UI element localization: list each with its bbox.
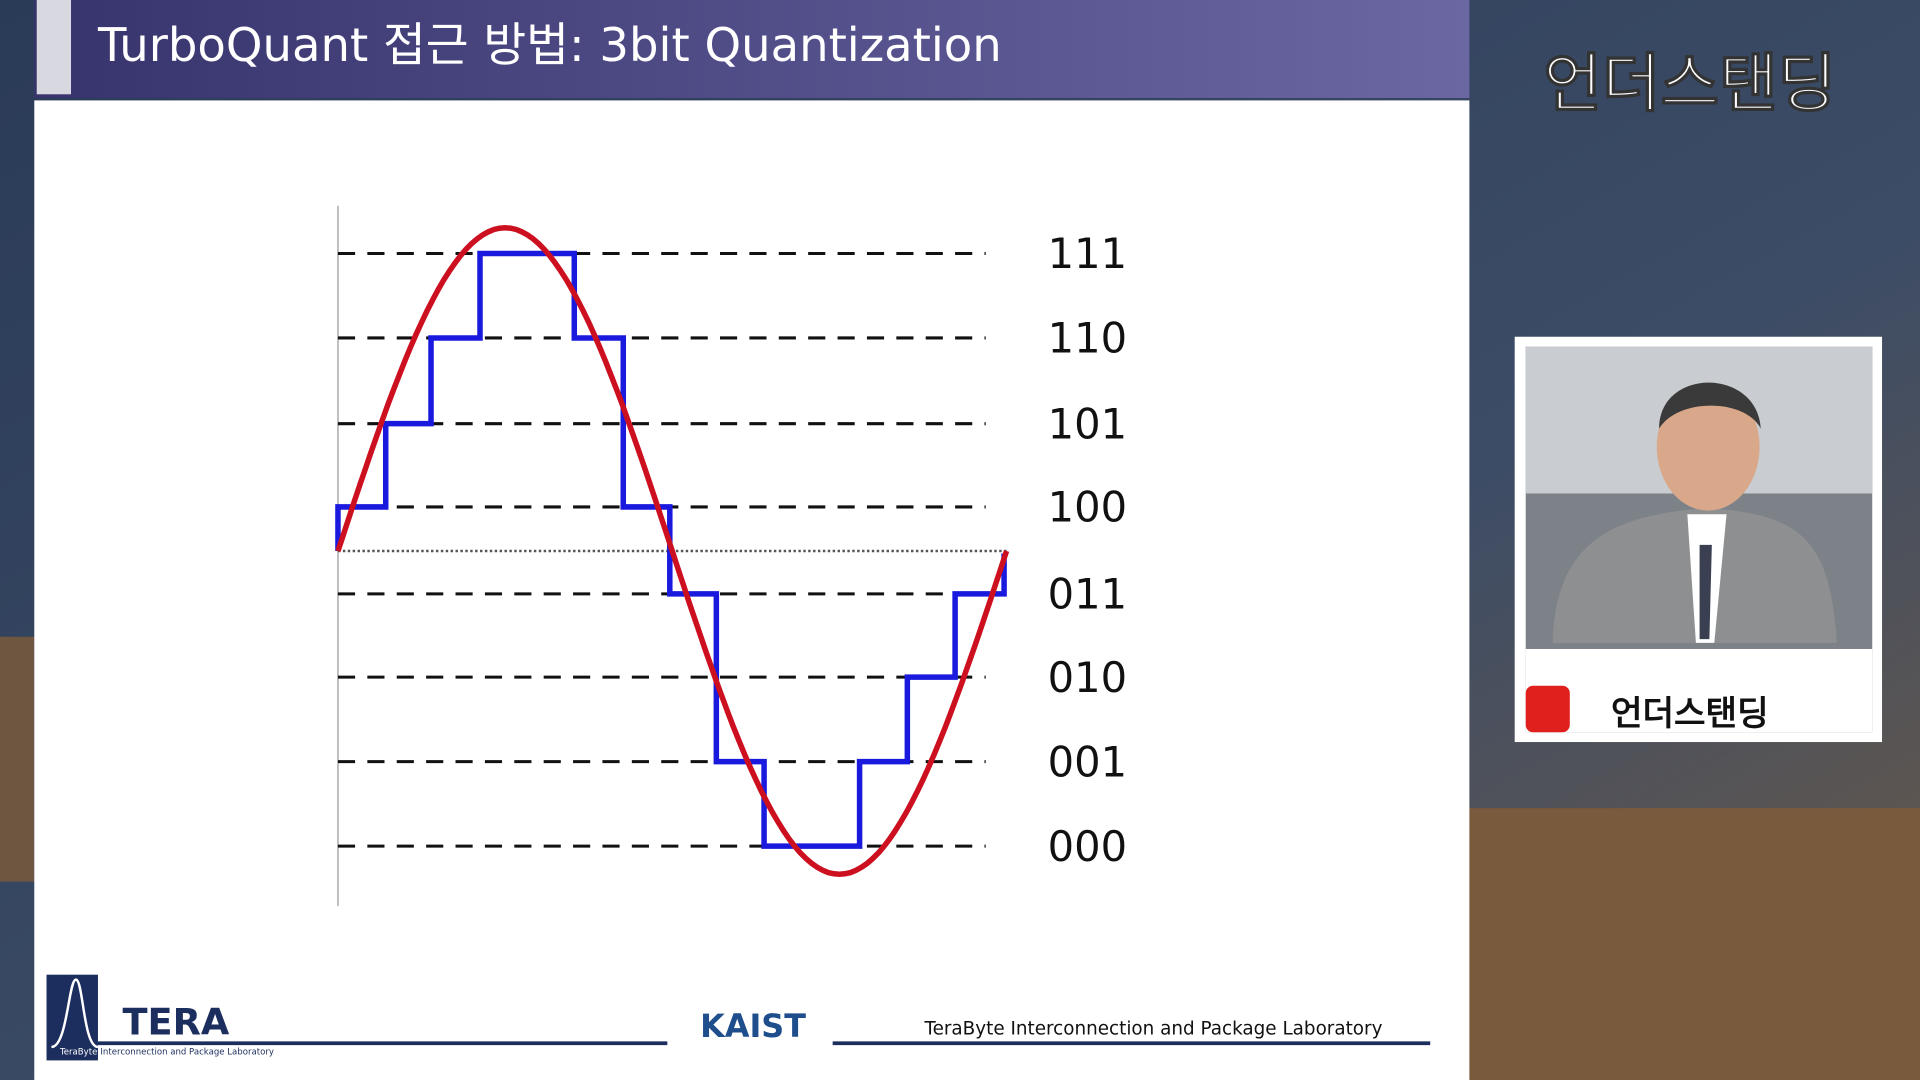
- level-label: 100: [1048, 483, 1127, 532]
- channel-name: 언더스탠딩: [1543, 47, 1836, 121]
- footer-text: TeraByte Interconnection and Package Lab…: [923, 1019, 1382, 1040]
- level-label: 110: [1048, 314, 1127, 363]
- title-bar: [34, 0, 1470, 98]
- university-logo: KAIST: [700, 1007, 806, 1045]
- level-label: 101: [1048, 399, 1127, 448]
- level-label: 010: [1048, 653, 1127, 702]
- logo-subtitle: Interconnection and Package Laboratory: [100, 1047, 274, 1057]
- desk: [1469, 808, 1920, 1080]
- level-label: 000: [1048, 822, 1127, 871]
- title-accent: [36, 0, 72, 95]
- inset-banner-text: 언더스탠딩: [1611, 694, 1769, 734]
- levels: 111 110 101 100 011 010 001 000: [337, 229, 1127, 871]
- logo-curve: [50, 978, 99, 1049]
- person-hair: [1659, 382, 1761, 429]
- slide: [34, 100, 1470, 1080]
- play-icon: [1525, 685, 1570, 733]
- slide-title: TurboQuant 접근 방법: 3bit Quantization: [97, 18, 1002, 72]
- level-label: 011: [1048, 570, 1127, 619]
- level-label: 111: [1048, 229, 1127, 278]
- person-head: [1656, 383, 1760, 511]
- logo-text: TERA: [122, 1001, 229, 1044]
- person-tie: [1699, 544, 1712, 640]
- inset-banner: [1525, 648, 1873, 733]
- level-label: 001: [1048, 737, 1127, 786]
- analog-signal: [335, 224, 1010, 878]
- desk-left: [0, 636, 35, 882]
- logo-small: TeraByte: [59, 1047, 97, 1057]
